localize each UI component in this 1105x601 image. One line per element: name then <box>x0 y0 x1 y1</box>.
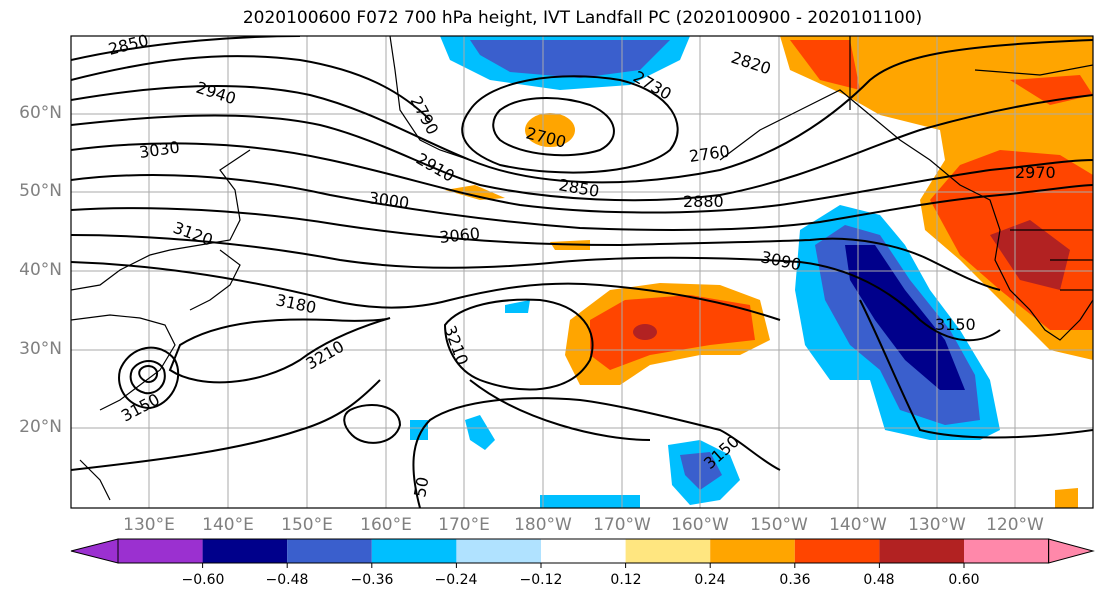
height-contours <box>71 36 1093 508</box>
lon-label: 130°E <box>123 515 175 535</box>
lon-label: 170°E <box>438 515 490 535</box>
colorbar-tick-label: −0.60 <box>181 572 225 588</box>
lon-label: 180°W <box>514 515 572 535</box>
lat-label: 60°N <box>19 103 62 123</box>
contour-label: 50 <box>410 475 432 498</box>
colorbar-tick-label: −0.24 <box>434 572 478 588</box>
lon-label: 150°W <box>750 515 808 535</box>
colorbar-extend-min <box>70 538 119 564</box>
colorbar-tick-label: 0.24 <box>694 572 726 588</box>
lat-label: 40°N <box>19 260 62 280</box>
lon-label: 140°W <box>829 515 887 535</box>
lon-label: 130°W <box>908 515 966 535</box>
colorbar-tick-label: −0.48 <box>265 572 309 588</box>
negative-pc-core-east <box>845 245 965 390</box>
positive-pc-core-center <box>590 295 755 370</box>
colorbar-tick-label: 0.12 <box>610 572 642 588</box>
lat-label: 20°N <box>19 417 62 437</box>
contour-label: 2970 <box>1015 163 1056 182</box>
colorbar-tick-label: −0.36 <box>350 572 394 588</box>
positive-pc-max-ne <box>990 220 1070 290</box>
positive-pc-top-ne <box>790 40 860 90</box>
lon-label: 170°W <box>593 515 651 535</box>
contour-label: 2880 <box>683 192 724 211</box>
map-gridlines <box>71 36 1093 508</box>
lat-label: 30°N <box>19 339 62 359</box>
lon-label: 160°E <box>360 515 412 535</box>
colorbar-tick-label: 0.36 <box>779 572 811 588</box>
lat-label: 50°N <box>19 181 62 201</box>
lon-label: 160°W <box>671 515 729 535</box>
colorbar <box>70 538 1095 568</box>
map-title: 2020100600 F072 700 hPa height, IVT Land… <box>242 8 923 28</box>
contour-label: 3150 <box>935 315 976 334</box>
lon-label: 150°E <box>281 515 333 535</box>
map-frame <box>70 35 1094 509</box>
colorbar-tick-label: −0.12 <box>519 572 563 588</box>
colorbar-extend-max <box>1048 538 1095 564</box>
positive-pc-small-top <box>525 113 575 147</box>
colorbar-tick-label: 0.48 <box>863 572 895 588</box>
lon-label: 120°W <box>986 515 1044 535</box>
lon-label: 140°E <box>202 515 254 535</box>
colorbar-tick-label: 0.60 <box>948 572 980 588</box>
contour-label: 3060 <box>438 224 480 247</box>
